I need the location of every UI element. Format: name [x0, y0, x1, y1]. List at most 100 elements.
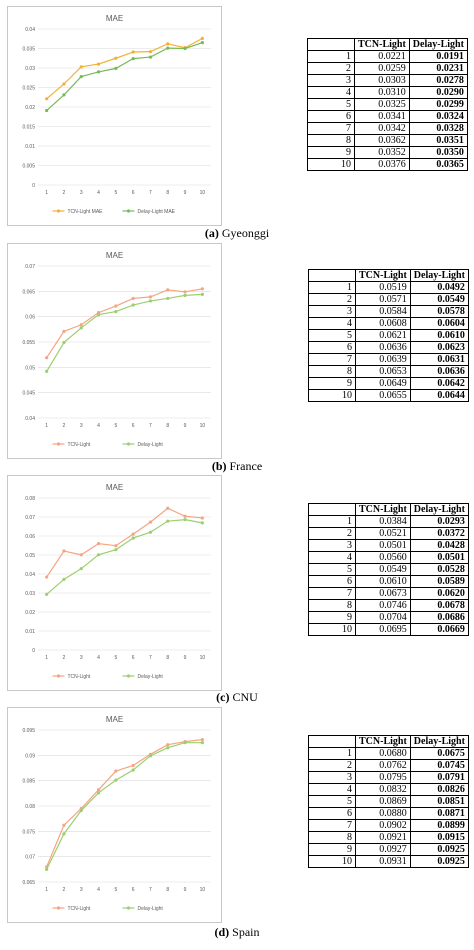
cell-idx: 1	[308, 281, 356, 294]
chart-svg: MAE 0.065 0.07 0.075 0.08 0.085 0.09 0.095 1 2 3 4 5…	[22, 715, 211, 912]
data-point	[148, 50, 153, 54]
caption-name: Gyeonggi	[218, 226, 270, 240]
mae-chart-2: MAE 0.04 0.045 0.05 0.055 0.06 0.065 0.07 1 2 3 4 5 6…	[7, 243, 222, 459]
cell-idx: 10	[308, 623, 356, 636]
data-point	[114, 310, 118, 314]
table-row: 8 0.0746 0.0678	[308, 599, 469, 612]
x-tick-label: 6	[132, 423, 135, 429]
x-tick-label: 4	[97, 887, 100, 893]
cell-idx: 5	[308, 795, 356, 808]
table-row: 6 0.0880 0.0871	[308, 807, 469, 820]
cell-tcn: 0.0795	[355, 771, 411, 784]
cell-idx: 10	[308, 855, 356, 868]
x-tick-label: 7	[149, 190, 152, 196]
table-row: 6 0.0636 0.0623	[308, 341, 469, 354]
series-line-2	[46, 742, 203, 870]
table-row: 9 0.0649 0.0642	[308, 377, 469, 390]
cell-tcn: 0.0310	[354, 86, 410, 99]
cell-idx: 1	[308, 747, 356, 760]
data-point	[114, 304, 118, 308]
data-point	[45, 867, 49, 871]
panel-caption: (b) France	[0, 459, 474, 474]
data-point	[62, 340, 66, 345]
cell-idx: 5	[308, 329, 356, 342]
data-point	[62, 549, 66, 553]
y-tick-label: 0.025	[22, 86, 35, 92]
cell-delay: 0.0372	[409, 527, 469, 540]
y-tick-label: 0.01	[25, 629, 35, 635]
cell-tcn: 0.0762	[355, 759, 411, 772]
x-tick-label: 10	[200, 655, 206, 661]
cell-delay: 0.0328	[408, 122, 468, 135]
cell-idx: 4	[308, 783, 356, 796]
chart-svg: MAE 0.04 0.045 0.05 0.055 0.06 0.065 0.07 1 2 3 4 5 6…	[22, 251, 211, 448]
data-point	[166, 288, 170, 292]
mae-chart-3: MAE 0 0.01 0.02 0.03 0.04 0.05 0.06 0.07 0.08 1 2 3 4…	[7, 475, 222, 691]
data-point	[45, 356, 49, 360]
column-header-delay: Delay-Light	[408, 38, 468, 51]
y-tick-label: 0.055	[22, 340, 35, 346]
cell-idx: 3	[308, 539, 356, 552]
data-point	[114, 769, 118, 773]
data-point	[131, 536, 135, 540]
data-point	[45, 97, 49, 101]
x-tick-label: 8	[166, 655, 169, 661]
legend-marker	[126, 442, 131, 446]
legend-label: Delay-Light	[138, 674, 164, 680]
cell-idx: 6	[308, 575, 356, 588]
x-tick-label: 9	[184, 655, 187, 661]
data-point	[45, 108, 49, 113]
x-tick-label: 9	[184, 887, 187, 893]
data-point	[166, 743, 170, 747]
cell-delay: 0.0686	[409, 611, 469, 624]
data-point	[166, 296, 170, 301]
table-row: 1 0.0680 0.0675	[308, 747, 469, 760]
cell-tcn: 0.0639	[355, 353, 411, 366]
data-point	[166, 519, 170, 523]
cell-tcn: 0.0341	[354, 110, 410, 123]
table-row: 1 0.0384 0.0293	[308, 515, 469, 528]
cell-tcn: 0.0931	[355, 855, 411, 868]
cell-delay: 0.0428	[409, 539, 469, 552]
data-point	[79, 65, 83, 69]
table-row: 10 0.0695 0.0669	[308, 623, 469, 636]
cell-delay: 0.0871	[409, 807, 469, 820]
cell-delay: 0.0644	[409, 389, 469, 402]
y-tick-label: 0.07	[25, 264, 35, 270]
legend-marker	[126, 674, 131, 678]
x-tick-label: 8	[166, 887, 169, 893]
y-tick-label: 0.035	[22, 47, 35, 53]
chart-title: MAE	[106, 251, 123, 260]
legend-marker	[56, 674, 61, 678]
data-point	[148, 530, 153, 534]
cell-tcn: 0.0869	[355, 795, 411, 808]
mae-table-3: TCN-Light Delay-Light 1 0.0384 0.0293 2 0.0521…	[308, 503, 469, 636]
cell-delay: 0.0669	[409, 623, 469, 636]
table-row: 9 0.0927 0.0925	[308, 843, 469, 856]
table-row: 4 0.0310 0.0290	[307, 86, 468, 99]
cell-tcn: 0.0560	[355, 551, 411, 564]
x-tick-label: 1	[45, 887, 48, 893]
chart-svg: MAE 0 0.005 0.01 0.015 0.02 0.025 0.03 0.035 0.04…	[22, 14, 211, 215]
table-header-row: TCN-Light Delay-Light	[308, 735, 469, 748]
data-point	[183, 741, 187, 745]
table-row: 5 0.0869 0.0851	[308, 795, 469, 808]
cell-tcn: 0.0259	[354, 62, 410, 75]
data-point	[114, 778, 118, 782]
y-tick-label: 0.02	[25, 105, 35, 111]
data-point	[79, 326, 83, 330]
table-row: 7 0.0342 0.0328	[307, 122, 468, 135]
data-point	[131, 532, 135, 536]
cell-tcn: 0.0384	[355, 515, 411, 528]
data-point	[62, 832, 66, 836]
column-header-delay: Delay-Light	[409, 503, 469, 516]
data-point	[62, 823, 66, 827]
y-tick-label: 0.085	[22, 779, 35, 785]
x-tick-label: 7	[149, 655, 152, 661]
data-point	[79, 553, 83, 557]
data-point	[131, 768, 135, 772]
cell-delay: 0.0610	[409, 329, 469, 342]
y-tick-label: 0.08	[25, 804, 35, 810]
column-header-tcn: TCN-Light	[355, 503, 411, 516]
data-point	[62, 82, 66, 86]
